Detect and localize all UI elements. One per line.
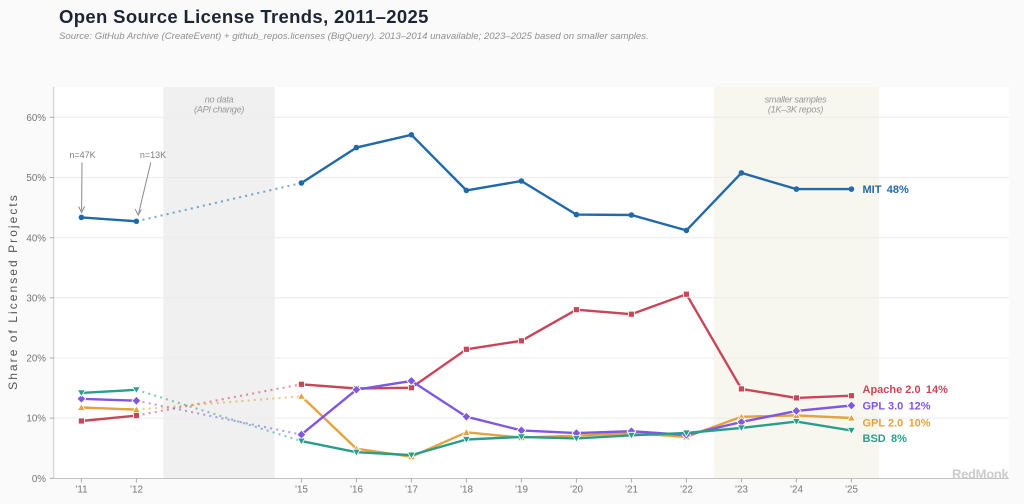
svg-text:GPL 3.012%: GPL 3.0 12% — [863, 400, 931, 412]
svg-text:40%: 40% — [26, 233, 46, 244]
svg-text:’16: ’16 — [350, 485, 364, 496]
svg-text:’11: ’11 — [75, 485, 87, 496]
svg-text:Apache 2.014%: Apache 2.0 14% — [863, 384, 949, 396]
svg-text:30%: 30% — [26, 293, 46, 304]
svg-text:’18: ’18 — [460, 485, 474, 496]
svg-text:’20: ’20 — [570, 485, 584, 496]
svg-text:Share of Licensed Projects: Share of Licensed Projects — [6, 193, 20, 390]
svg-text:60%: 60% — [26, 113, 46, 124]
svg-text:no data: no data — [205, 94, 234, 104]
svg-text:’17: ’17 — [405, 485, 418, 496]
svg-text:RedMonk: RedMonk — [952, 467, 1009, 482]
svg-text:’24: ’24 — [790, 485, 804, 496]
svg-text:’21: ’21 — [625, 485, 638, 496]
svg-text:10%: 10% — [26, 414, 46, 425]
svg-text:20%: 20% — [26, 354, 46, 365]
svg-text:smaller samples: smaller samples — [765, 94, 828, 104]
svg-text:’22: ’22 — [680, 485, 693, 496]
svg-text:’25: ’25 — [845, 485, 859, 496]
svg-text:GPL 2.010%: GPL 2.0 10% — [863, 418, 931, 430]
svg-text:n=47K: n=47K — [69, 150, 95, 160]
svg-text:(API change): (API change) — [194, 105, 244, 115]
svg-text:n=13K: n=13K — [140, 150, 166, 160]
svg-text:’15: ’15 — [295, 485, 309, 496]
svg-text:’19: ’19 — [515, 485, 528, 496]
svg-text:’12: ’12 — [130, 485, 143, 496]
svg-text:0%: 0% — [32, 474, 46, 485]
svg-text:’23: ’23 — [735, 485, 749, 496]
svg-text:50%: 50% — [26, 173, 46, 184]
svg-text:(1K–3K repos): (1K–3K repos) — [768, 105, 824, 115]
